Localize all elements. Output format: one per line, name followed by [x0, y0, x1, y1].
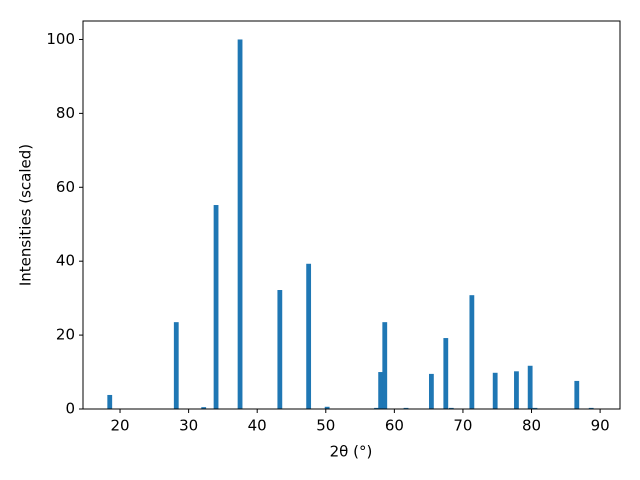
bar	[201, 407, 207, 409]
x-tick-label: 50	[316, 417, 335, 435]
bar	[448, 407, 454, 409]
bar	[277, 290, 283, 409]
bar	[382, 322, 388, 409]
bar	[443, 338, 449, 409]
plot-frame	[82, 20, 621, 410]
bar	[588, 407, 594, 409]
x-tick-label: 90	[591, 417, 610, 435]
x-tick-label: 30	[179, 417, 198, 435]
x-axis-label: 2θ (°)	[330, 443, 373, 461]
y-tick-label: 60	[56, 178, 75, 196]
bar	[514, 371, 519, 409]
bar	[107, 394, 113, 409]
bar	[469, 295, 475, 409]
bar	[237, 39, 243, 409]
bar	[213, 205, 219, 409]
bar	[532, 407, 538, 409]
bar	[574, 380, 580, 409]
bar	[378, 372, 384, 409]
y-tick-label: 100	[46, 30, 75, 48]
y-tick-label: 80	[56, 104, 75, 122]
bar	[403, 407, 409, 409]
y-tick-label: 40	[56, 252, 75, 270]
x-tick-label: 40	[248, 417, 267, 435]
y-tick-label: 20	[56, 326, 75, 344]
bar	[306, 263, 312, 409]
bar	[324, 406, 330, 409]
y-axis-label: Intensities (scaled)	[17, 144, 35, 286]
y-tick-label: 0	[65, 400, 75, 418]
bar	[374, 407, 379, 409]
bar	[428, 373, 434, 409]
bar	[173, 322, 179, 409]
bar	[527, 365, 533, 409]
x-tick-label: 20	[110, 417, 129, 435]
x-tick-label: 70	[453, 417, 472, 435]
x-tick-label: 80	[522, 417, 541, 435]
x-tick-label: 60	[385, 417, 404, 435]
bar	[492, 372, 498, 409]
